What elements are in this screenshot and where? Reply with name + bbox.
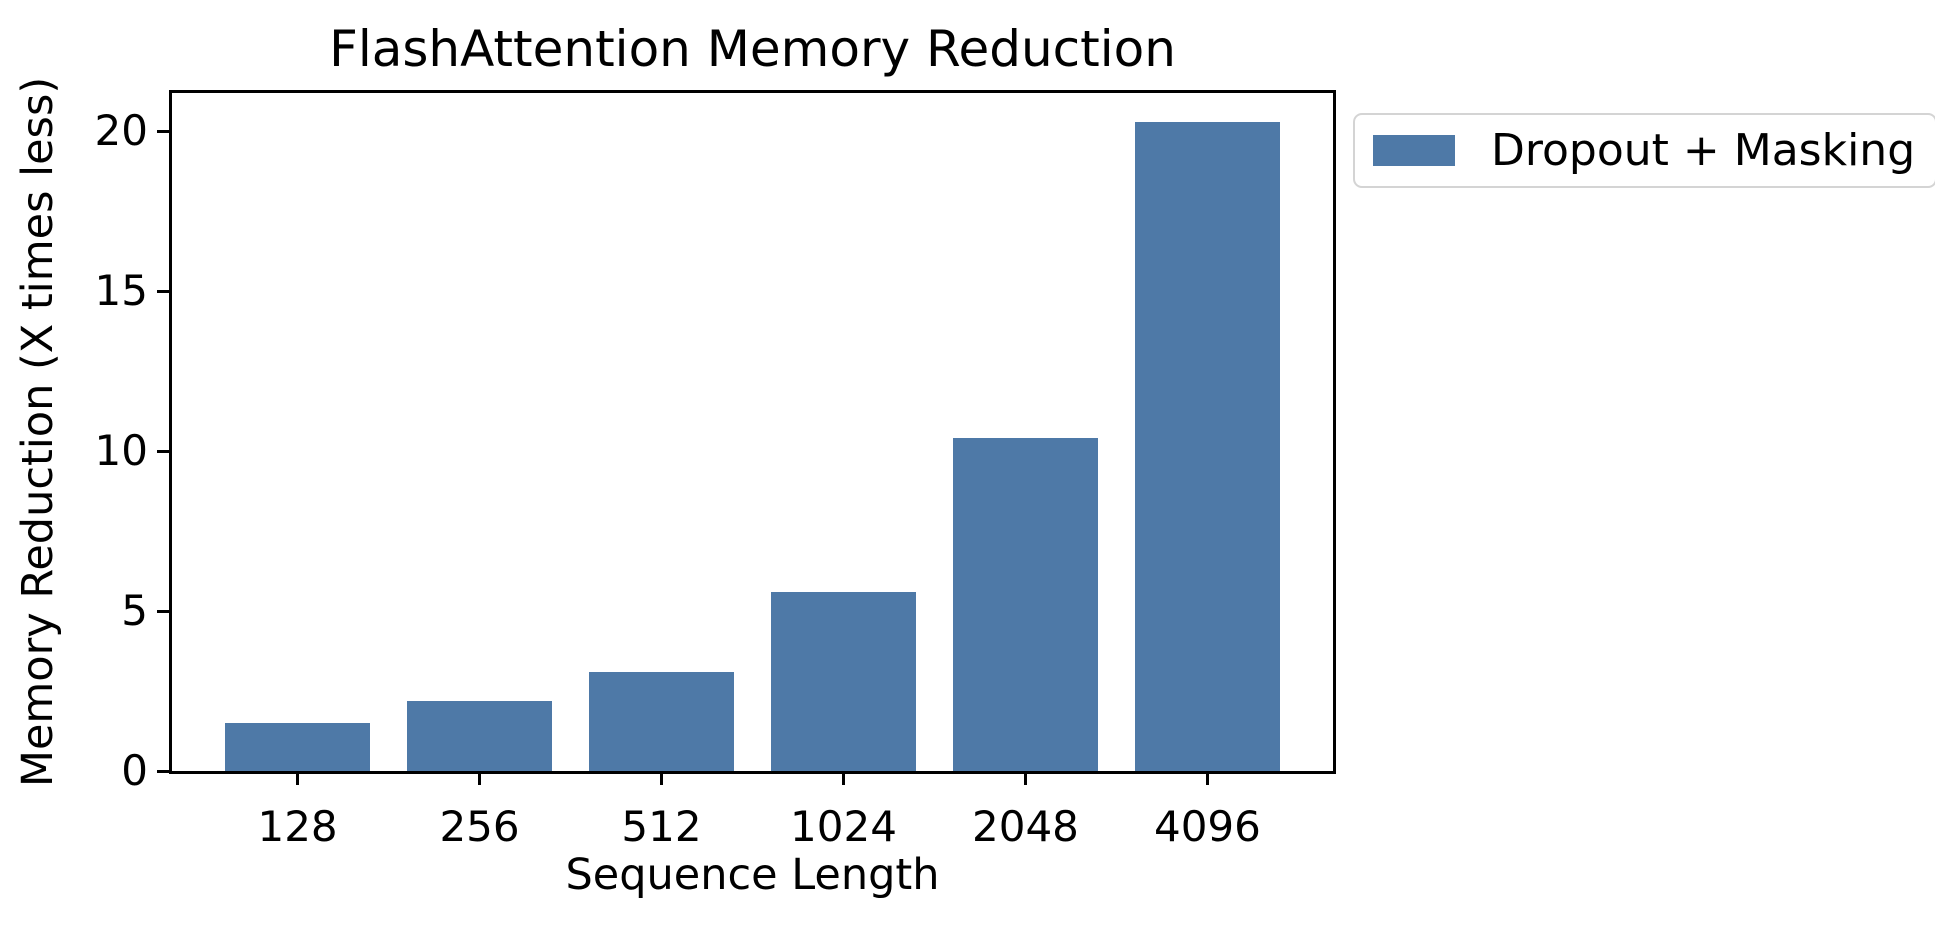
x-tick-label: 4096: [1153, 802, 1261, 851]
x-axis-label: Sequence Length: [565, 850, 940, 900]
chart-title: FlashAttention Memory Reduction: [329, 20, 1176, 78]
bar: [952, 438, 1099, 771]
legend-swatch: [1373, 135, 1455, 166]
bar: [1134, 121, 1281, 771]
x-tick-mark: [296, 774, 300, 785]
x-tick-label: 128: [257, 802, 338, 851]
x-tick-label: 256: [439, 802, 520, 851]
bar: [224, 723, 371, 771]
y-tick-mark: [157, 609, 169, 613]
bar: [770, 591, 917, 771]
x-tick-mark: [478, 774, 482, 785]
y-tick-mark: [157, 769, 169, 773]
y-tick-mark: [157, 129, 169, 133]
y-tick-label: 10: [94, 426, 148, 476]
plot-area: [169, 90, 1336, 774]
bar: [588, 671, 735, 771]
x-tick-mark: [841, 774, 845, 785]
x-tick-label: 2048: [972, 802, 1079, 851]
y-tick-label: 0: [121, 746, 148, 795]
legend: Dropout + Masking: [1353, 113, 1935, 188]
legend-label: Dropout + Masking: [1491, 125, 1916, 176]
x-tick-mark: [1023, 774, 1027, 785]
y-tick-label: 20: [94, 106, 148, 156]
x-tick-mark: [660, 774, 663, 785]
bar: [406, 700, 553, 771]
x-tick-label: 1024: [790, 802, 897, 851]
x-tick-mark: [1205, 774, 1209, 785]
y-tick-label: 15: [94, 266, 148, 316]
y-tick-mark: [157, 449, 169, 453]
y-tick-mark: [157, 289, 169, 293]
x-tick-label: 512: [621, 802, 702, 851]
y-tick-label: 5: [121, 586, 148, 636]
